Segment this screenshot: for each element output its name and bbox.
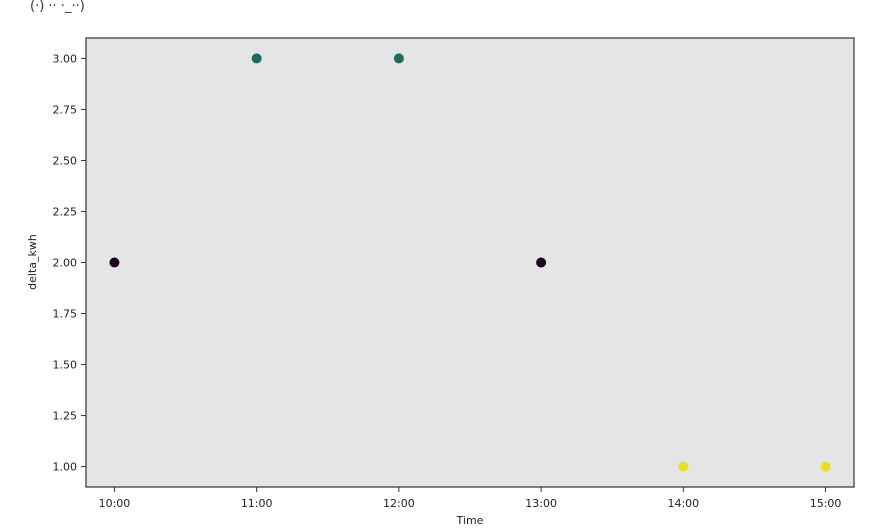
y-tick-label: 1.00 (53, 461, 78, 474)
data-point (251, 53, 262, 64)
y-tick-label: 1.50 (53, 359, 78, 372)
x-tick-label: 15:00 (810, 497, 842, 510)
x-tick-label: 13:00 (525, 497, 557, 510)
y-tick-label: 2.75 (53, 103, 78, 116)
y-axis: 1.00 1.25 1.50 1.75 2.00 2.25 2.50 2.75 3.00 (53, 52, 86, 474)
x-axis: 10:00 11:00 12:00 13:00 14:00 15:00 (99, 487, 842, 510)
x-tick-label: 10:00 (99, 497, 131, 510)
y-tick-label: 2.25 (53, 205, 78, 218)
y-tick-label: 3.00 (53, 52, 78, 65)
y-tick-label: 2.50 (53, 154, 78, 167)
y-tick-label: 2.00 (53, 257, 78, 270)
header-fragment: (·) ·· ·_··) (30, 0, 85, 14)
plot-area (85, 37, 855, 488)
y-axis-title: delta_kwh (26, 234, 39, 290)
x-tick-label: 12:00 (383, 497, 415, 510)
data-points (109, 53, 831, 472)
data-point (393, 53, 404, 64)
x-tick-label: 14:00 (667, 497, 699, 510)
y-tick-label: 1.25 (53, 410, 78, 423)
x-axis-title: Time (456, 514, 484, 527)
data-point (536, 257, 547, 268)
y-tick-label: 1.75 (53, 308, 78, 321)
data-point (820, 461, 831, 472)
data-point (678, 461, 689, 472)
x-tick-label: 11:00 (241, 497, 273, 510)
data-point (109, 257, 120, 268)
